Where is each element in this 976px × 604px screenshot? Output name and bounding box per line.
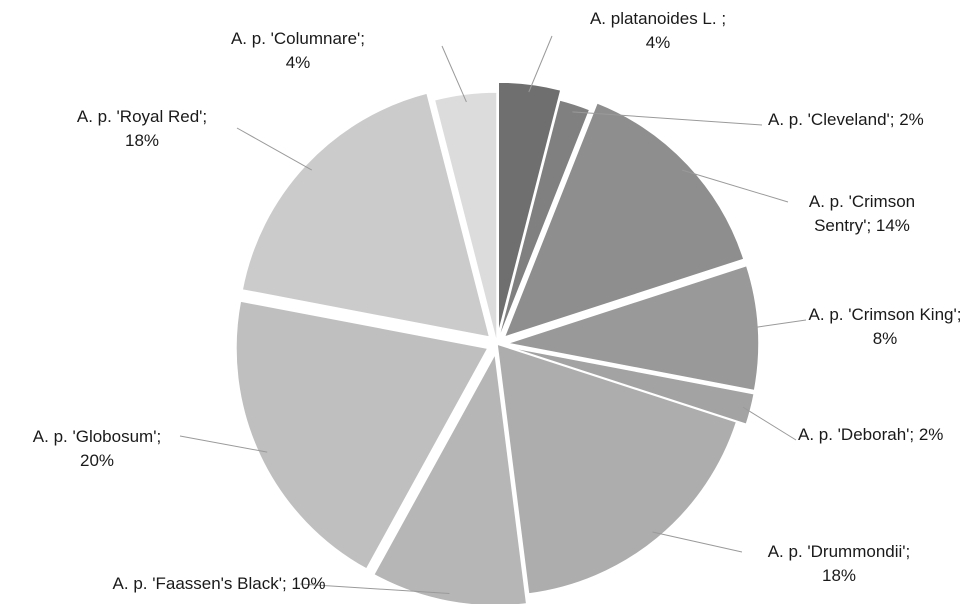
leader-line	[528, 35, 553, 93]
slice-label: A. p. 'Faassen's Black'; 10%	[113, 574, 326, 593]
slice-label: A. p. 'Drummondii'; 18%	[768, 542, 911, 585]
pie-slices	[235, 81, 760, 604]
slice-label-line: 4%	[286, 53, 311, 72]
slice-label-line: 8%	[873, 329, 898, 348]
slice-label-line: A. p. 'Cleveland'; 2%	[768, 110, 924, 129]
slice-label-line: A. p. 'Globosum';	[33, 427, 161, 446]
pie-slice	[497, 81, 562, 335]
slice-label: A. platanoides L. ; 4%	[590, 9, 726, 52]
leader-line	[572, 111, 763, 126]
slice-label-line: A. p. 'Columnare';	[231, 29, 365, 48]
slice-label-line: A. p. 'Deborah'; 2%	[798, 425, 943, 444]
pie-slice	[433, 91, 498, 345]
pie-slice	[496, 342, 738, 595]
pie-slice	[241, 92, 491, 339]
leader-line	[682, 169, 789, 203]
slice-label: A. p. 'Globosum'; 20%	[33, 427, 161, 470]
slice-label-line: 4%	[646, 33, 671, 52]
slice-label: A. p. 'Deborah'; 2%	[798, 425, 943, 444]
slice-label-line: A. p. 'Royal Red';	[77, 107, 207, 126]
slice-labels: A. platanoides L. ; 4% A. p. 'Cleveland'; …	[33, 9, 962, 593]
slice-label-line: A. p. 'Crimson King';	[809, 305, 962, 324]
leader-line	[179, 435, 268, 453]
slice-label-line: 18%	[125, 131, 159, 150]
slice-label: A. p. 'Cleveland'; 2%	[768, 110, 924, 129]
slice-label: A. p. 'Columnare'; 4%	[231, 29, 365, 72]
slice-label: A. p. 'Royal Red'; 18%	[77, 107, 207, 150]
pie-slice	[372, 351, 528, 604]
leader-line	[299, 583, 450, 594]
slice-label-line: Sentry'; 14%	[814, 216, 910, 235]
leader-lines	[179, 35, 807, 594]
pie-slice	[235, 300, 490, 571]
slice-label-line: 18%	[822, 566, 856, 585]
pie-slice	[496, 99, 591, 345]
pie-slice	[503, 101, 745, 339]
slice-label: A. p. 'Crimson Sentry'; 14%	[809, 192, 915, 235]
leader-line	[236, 127, 313, 171]
slice-label-line: 20%	[80, 451, 114, 470]
slice-label: A. p. 'Crimson King'; 8%	[809, 305, 962, 348]
leader-line	[750, 319, 807, 329]
slice-label-line: A. p. 'Faassen's Black'; 10%	[113, 574, 326, 593]
slice-label-line: A. platanoides L. ;	[590, 9, 726, 28]
slice-label-line: A. p. 'Drummondii';	[768, 542, 911, 561]
pie-slice	[506, 345, 756, 426]
leader-line	[652, 531, 743, 553]
leader-line	[441, 45, 467, 103]
slice-label-line: A. p. 'Crimson	[809, 192, 915, 211]
leader-line	[742, 406, 797, 441]
pie-slice	[506, 264, 760, 392]
